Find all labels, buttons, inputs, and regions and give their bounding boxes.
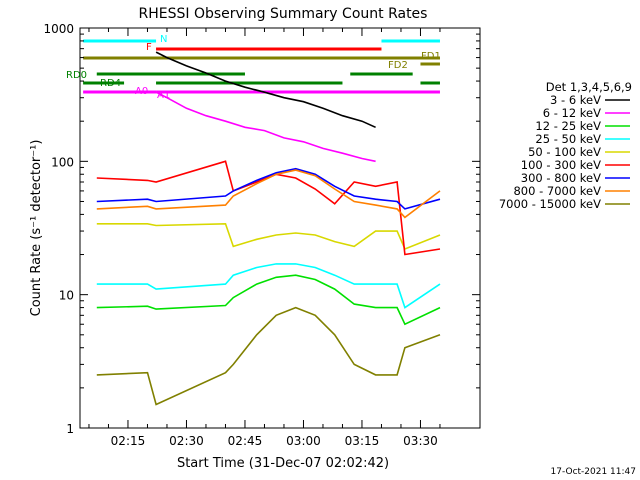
plot-frame	[79, 27, 481, 429]
legend-label: 3 - 6 keV	[550, 93, 601, 107]
x-tick-label: 03:30	[403, 434, 438, 448]
y-tick-label: 1000	[43, 22, 74, 36]
flag-label-rd0: RD0	[66, 70, 87, 81]
legend-label: 800 - 7000 keV	[513, 184, 601, 198]
series-line-7000-15000-kev	[96, 306, 441, 406]
legend-label: 25 - 50 keV	[535, 132, 601, 146]
series-line-3-6-kev	[155, 51, 376, 129]
x-tick-label: 02:15	[111, 434, 146, 448]
series-line-6-12-kev	[155, 91, 376, 163]
series-line-800-7000-kev	[96, 169, 441, 219]
y-tick-label: 100	[51, 155, 74, 169]
chart-title: RHESSI Observing Summary Count Rates	[139, 6, 428, 22]
x-tick-label: 02:30	[169, 434, 204, 448]
legend-title: Det 1,3,4,5,6,9	[546, 80, 632, 94]
x-tick-label: 02:45	[228, 434, 263, 448]
series-line-100-300-kev	[96, 160, 441, 256]
legend-label: 50 - 100 keV	[528, 145, 601, 159]
flag-label-n: N	[160, 34, 167, 45]
series-line-25-50-kev	[96, 263, 441, 309]
flag-label-fd2: FD2	[388, 60, 408, 71]
x-tick-label: 03:00	[286, 434, 321, 448]
x-axis-label: Start Time (31-Dec-07 02:02:42)	[177, 456, 389, 471]
flag-bars: NFFD1FD2RD0RD4A0A1	[66, 34, 441, 101]
x-tick-label: 03:15	[345, 434, 380, 448]
legend-label: 100 - 300 keV	[521, 158, 601, 172]
flag-label-a0: A0	[135, 86, 148, 97]
series-line-12-25-kev	[96, 274, 441, 326]
legend-label: 12 - 25 keV	[535, 119, 601, 133]
y-axis: 1 10 100 1000	[43, 22, 480, 436]
y-tick-label: 10	[59, 289, 74, 303]
timestamp: 17-Oct-2021 11:47	[551, 467, 636, 477]
legend-label: 300 - 800 keV	[521, 171, 601, 185]
y-tick-label: 1	[66, 422, 74, 436]
series-line-300-800-kev	[96, 167, 441, 210]
flag-label-rd4: RD4	[100, 78, 121, 89]
series-line-50-100-kev	[96, 222, 441, 251]
legend-label: 7000 - 15000 keV	[499, 197, 601, 211]
plot-area	[79, 27, 481, 429]
legend-label: 6 - 12 keV	[543, 106, 601, 120]
y-axis-label: Count Rate (s⁻¹ detector⁻¹)	[29, 140, 44, 317]
x-axis: 02:15 02:30 02:45 03:00 03:15 03:30	[88, 28, 441, 448]
flag-label-f: F	[146, 42, 152, 53]
series-layer	[96, 51, 441, 406]
